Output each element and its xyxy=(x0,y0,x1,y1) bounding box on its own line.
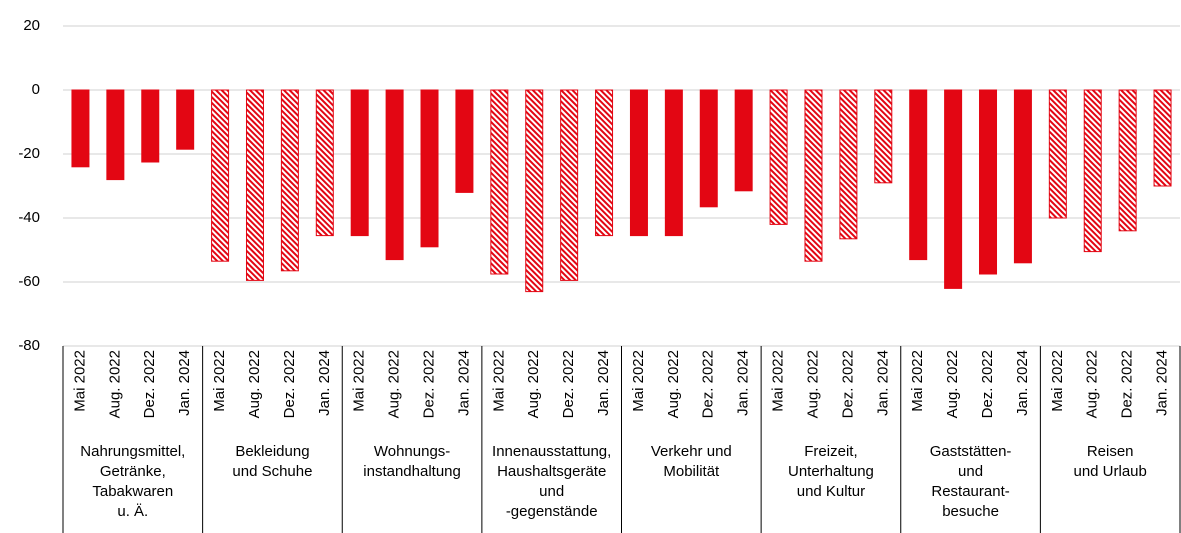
bar xyxy=(664,89,683,237)
x-tick-label: Dez. 2022 xyxy=(281,350,298,418)
bar xyxy=(71,89,90,168)
x-tick-label: Aug. 2022 xyxy=(386,350,403,418)
bar xyxy=(211,89,230,262)
y-tick-label: 0 xyxy=(32,81,40,98)
bar xyxy=(699,89,718,208)
bar xyxy=(944,89,963,289)
bar xyxy=(245,89,264,281)
y-tick-label: -80 xyxy=(18,337,40,354)
x-tick-label: Mai 2022 xyxy=(490,350,507,412)
x-tick-label: Aug. 2022 xyxy=(1084,350,1101,418)
group-label: und Urlaub xyxy=(1073,463,1146,480)
x-tick-label: Aug. 2022 xyxy=(246,350,263,418)
x-tick-label: Mai 2022 xyxy=(211,350,228,412)
bar xyxy=(1153,89,1172,187)
group-label: -gegenstände xyxy=(506,503,598,520)
x-tick-label: Mai 2022 xyxy=(1049,350,1066,412)
x-tick-label: Dez. 2022 xyxy=(420,350,437,418)
x-tick-label: Mai 2022 xyxy=(71,350,88,412)
x-tick-label: Jan. 2024 xyxy=(316,350,333,416)
bar xyxy=(1048,89,1067,219)
x-tick-label: Mai 2022 xyxy=(770,350,787,412)
group-label: und xyxy=(539,483,564,500)
group-label: Tabakwaren xyxy=(92,483,173,500)
x-tick-label: Dez. 2022 xyxy=(141,350,158,418)
bar xyxy=(420,89,439,248)
group-label: Restaurant- xyxy=(931,483,1009,500)
x-tick-label: Jan. 2024 xyxy=(1154,350,1171,416)
group-label: Freizeit, xyxy=(804,443,857,460)
bar xyxy=(176,89,195,150)
bar xyxy=(350,89,369,237)
bar xyxy=(1013,89,1032,264)
x-tick-label: Mai 2022 xyxy=(630,350,647,412)
group-label: Bekleidung xyxy=(235,443,309,460)
group-label: Nahrungsmittel, xyxy=(80,443,185,460)
bar xyxy=(560,89,579,281)
bar xyxy=(839,89,858,240)
bar xyxy=(734,89,753,192)
bar xyxy=(1118,89,1137,232)
x-tick-label: Mai 2022 xyxy=(909,350,926,412)
x-tick-label: Dez. 2022 xyxy=(839,350,856,418)
x-tick-label: Dez. 2022 xyxy=(700,350,717,418)
group-label: Reisen xyxy=(1087,443,1134,460)
bar xyxy=(629,89,648,237)
group-label: und xyxy=(958,463,983,480)
bar xyxy=(1083,89,1102,253)
x-tick-label: Dez. 2022 xyxy=(560,350,577,418)
x-tick-label: Jan. 2024 xyxy=(735,350,752,416)
x-tick-label: Aug. 2022 xyxy=(665,350,682,418)
bar xyxy=(909,89,928,261)
x-tick-label: Dez. 2022 xyxy=(979,350,996,418)
x-tick-label: Dez. 2022 xyxy=(1119,350,1136,418)
x-tick-label: Aug. 2022 xyxy=(944,350,961,418)
group-label: besuche xyxy=(942,503,999,520)
x-tick-label: Jan. 2024 xyxy=(455,350,472,416)
group-label: instandhaltung xyxy=(363,463,461,480)
bar xyxy=(106,89,125,181)
x-tick-label: Aug. 2022 xyxy=(106,350,123,418)
bar xyxy=(490,89,509,275)
group-label: Getränke, xyxy=(100,463,166,480)
bar xyxy=(385,89,404,261)
group-label: Haushaltsgeräte xyxy=(497,463,606,480)
bar xyxy=(874,89,893,184)
bar xyxy=(804,89,823,262)
bar xyxy=(141,89,160,163)
group-label: u. Ä. xyxy=(117,503,148,520)
group-label: und Schuhe xyxy=(232,463,312,480)
x-tick-label: Aug. 2022 xyxy=(525,350,542,418)
bar xyxy=(280,89,299,272)
y-tick-label: 20 xyxy=(23,17,40,34)
group-label: Wohnungs- xyxy=(374,443,450,460)
bar xyxy=(979,89,998,275)
x-tick-label: Jan. 2024 xyxy=(874,350,891,416)
bar xyxy=(595,89,614,237)
x-tick-label: Aug. 2022 xyxy=(804,350,821,418)
bar xyxy=(525,89,544,293)
group-label: Mobilität xyxy=(663,463,720,480)
group-label: Verkehr und xyxy=(651,443,732,460)
group-label: Gaststätten- xyxy=(930,443,1012,460)
y-tick-label: -40 xyxy=(18,209,40,226)
x-tick-label: Jan. 2024 xyxy=(595,350,612,416)
group-label: Unterhaltung xyxy=(788,463,874,480)
group-label: und Kultur xyxy=(797,483,865,500)
y-tick-label: -20 xyxy=(18,145,40,162)
group-label: Innenausstattung, xyxy=(492,443,611,460)
bar xyxy=(769,89,788,225)
bar xyxy=(315,89,334,237)
x-tick-label: Mai 2022 xyxy=(351,350,368,412)
bar xyxy=(455,89,474,193)
x-tick-label: Jan. 2024 xyxy=(176,350,193,416)
y-tick-label: -60 xyxy=(18,273,40,290)
x-tick-label: Jan. 2024 xyxy=(1014,350,1031,416)
